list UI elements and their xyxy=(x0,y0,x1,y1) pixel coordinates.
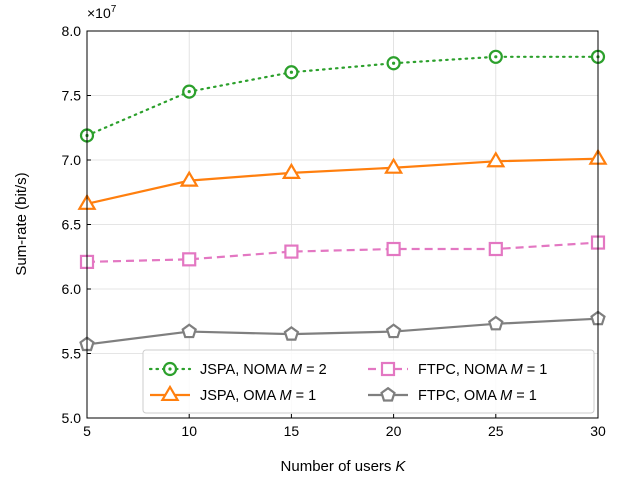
x-axis-label-text: Number of users xyxy=(281,458,392,475)
axis-ticks: 5 10 15 20 25 30 5.0 5.5 6.0 6.5 7.0 7.5 8.0 xyxy=(62,23,606,439)
legend-label-name: JSPA, OMA xyxy=(200,388,280,404)
data-point xyxy=(284,244,299,259)
data-point-center xyxy=(494,55,498,59)
y-tick-label: 6.0 xyxy=(62,281,82,297)
data-point xyxy=(384,157,404,174)
data-point xyxy=(182,252,197,267)
series-line xyxy=(86,317,599,346)
data-point xyxy=(385,323,402,339)
legend-label-suffix: = 2 xyxy=(302,362,327,378)
legend-label-suffix: = 1 xyxy=(512,388,537,404)
y-tick-label: 7.5 xyxy=(62,88,82,104)
legend-label: FTPC, OMA M = 1 xyxy=(418,388,537,404)
data-point-center xyxy=(392,61,396,65)
data-point xyxy=(181,323,197,339)
series-1 xyxy=(79,49,606,143)
legend-marker-center xyxy=(168,367,172,371)
x-tick-label: 15 xyxy=(284,423,300,439)
legend-marker xyxy=(380,361,396,377)
x-tick-label: 20 xyxy=(386,423,402,439)
data-point xyxy=(488,241,503,257)
legend-entry: FTPC, OMA M = 1 xyxy=(368,386,537,404)
y-multiplier-base: ×10 xyxy=(87,5,111,21)
data-point xyxy=(386,56,401,71)
y-tick-label: 5.5 xyxy=(62,346,82,362)
legend-label-name: JSPA, NOMA xyxy=(200,362,290,378)
data-point xyxy=(283,325,300,341)
y-tick-label: 8.0 xyxy=(62,23,82,39)
x-tick-label: 5 xyxy=(83,423,91,439)
series-4 xyxy=(79,310,606,352)
legend-entry: JSPA, NOMA M = 2 xyxy=(148,361,327,378)
legend-marker xyxy=(160,384,180,402)
y-tick-label: 6.5 xyxy=(62,217,82,233)
legend-label-var: M xyxy=(280,388,293,404)
legend-label-suffix: = 1 xyxy=(292,388,317,404)
legend-label-suffix: = 1 xyxy=(523,362,548,378)
data-point xyxy=(486,151,506,168)
series-3 xyxy=(79,235,606,270)
legend-label: FTPC, NOMA M = 1 xyxy=(418,362,547,378)
x-tick-label: 10 xyxy=(181,423,197,439)
data-point xyxy=(488,315,504,331)
y-tick-label: 5.0 xyxy=(62,410,82,426)
series-line xyxy=(85,55,600,137)
legend-label-name: FTPC, OMA xyxy=(418,388,500,404)
y-tick-label: 7.0 xyxy=(62,152,82,168)
legend-box xyxy=(142,349,595,414)
legend-label: JSPA, OMA M = 1 xyxy=(200,388,316,404)
legend-entry: JSPA, OMA M = 1 xyxy=(150,384,316,404)
data-point xyxy=(488,49,503,64)
data-point xyxy=(182,84,197,99)
series-line xyxy=(86,241,599,264)
data-point xyxy=(284,65,299,80)
x-axis-label-variable: K xyxy=(395,458,406,475)
data-point xyxy=(179,170,199,187)
data-point xyxy=(386,241,401,257)
y-multiplier-exponent: 7 xyxy=(111,4,117,15)
legend-label-var: M xyxy=(290,362,303,378)
data-point-center xyxy=(289,70,293,74)
legend-marker xyxy=(380,386,396,402)
data-point-center xyxy=(187,90,191,94)
legend-marker xyxy=(162,361,178,377)
legend-label-name: FTPC, NOMA xyxy=(418,362,511,378)
legend-label: JSPA, NOMA M = 2 xyxy=(200,362,327,378)
x-tick-label: 30 xyxy=(590,423,606,439)
legend-entry: FTPC, NOMA M = 1 xyxy=(368,361,547,378)
series-2 xyxy=(77,148,608,210)
y-axis-multiplier: ×107 xyxy=(87,4,117,21)
data-point xyxy=(281,162,301,179)
x-tick-label: 25 xyxy=(488,423,504,439)
y-axis-label: Sum-rate (bit/s) xyxy=(13,172,30,275)
legend-label-var: M xyxy=(500,388,513,404)
x-axis-label: Number of users K xyxy=(281,458,407,475)
legend-label-var: M xyxy=(511,362,524,378)
series-line xyxy=(86,157,599,205)
